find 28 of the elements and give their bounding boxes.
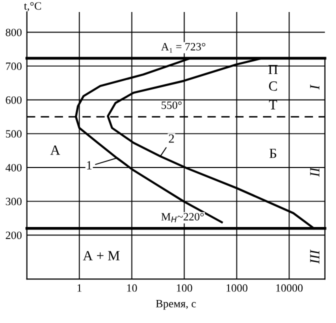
y-tick-label: 500 (6, 130, 22, 138)
x-tick-label: 100 (176, 284, 192, 292)
annotation: II (310, 167, 320, 177)
y-tick-label: 600 (6, 96, 22, 104)
annotation: Б (269, 148, 276, 158)
annotation: П (268, 64, 278, 74)
legend-label: 1 (87, 161, 92, 170)
x-tick-label: 1000 (226, 284, 248, 292)
series-label: 2 (168, 134, 174, 143)
y-tick-label: 800 (6, 28, 22, 36)
x-tick-label: 1 (78, 284, 82, 292)
x-tick-label: 10 (127, 284, 137, 292)
ref-line-label: A₁ = 723° (161, 42, 206, 53)
annotation: Т (269, 100, 278, 110)
annotation: А (50, 146, 60, 155)
y-tick-label: 700 (6, 62, 22, 70)
y-axis-title: t,°C (24, 2, 42, 12)
x-axis-title: Время, с (156, 300, 196, 310)
annotation: С (268, 81, 277, 91)
annotation: I (310, 84, 320, 90)
y-tick-label: 300 (6, 198, 22, 206)
x-tick-label: 10000 (276, 284, 303, 292)
annotation: III (310, 249, 320, 264)
ref-line-label: M$_{Н}$~220° (161, 212, 204, 222)
y-tick-label: 400 (6, 164, 22, 172)
y-tick-label: 200 (6, 232, 22, 240)
ref-line-label: 550° (162, 101, 182, 109)
annotation: А + М (82, 251, 120, 260)
